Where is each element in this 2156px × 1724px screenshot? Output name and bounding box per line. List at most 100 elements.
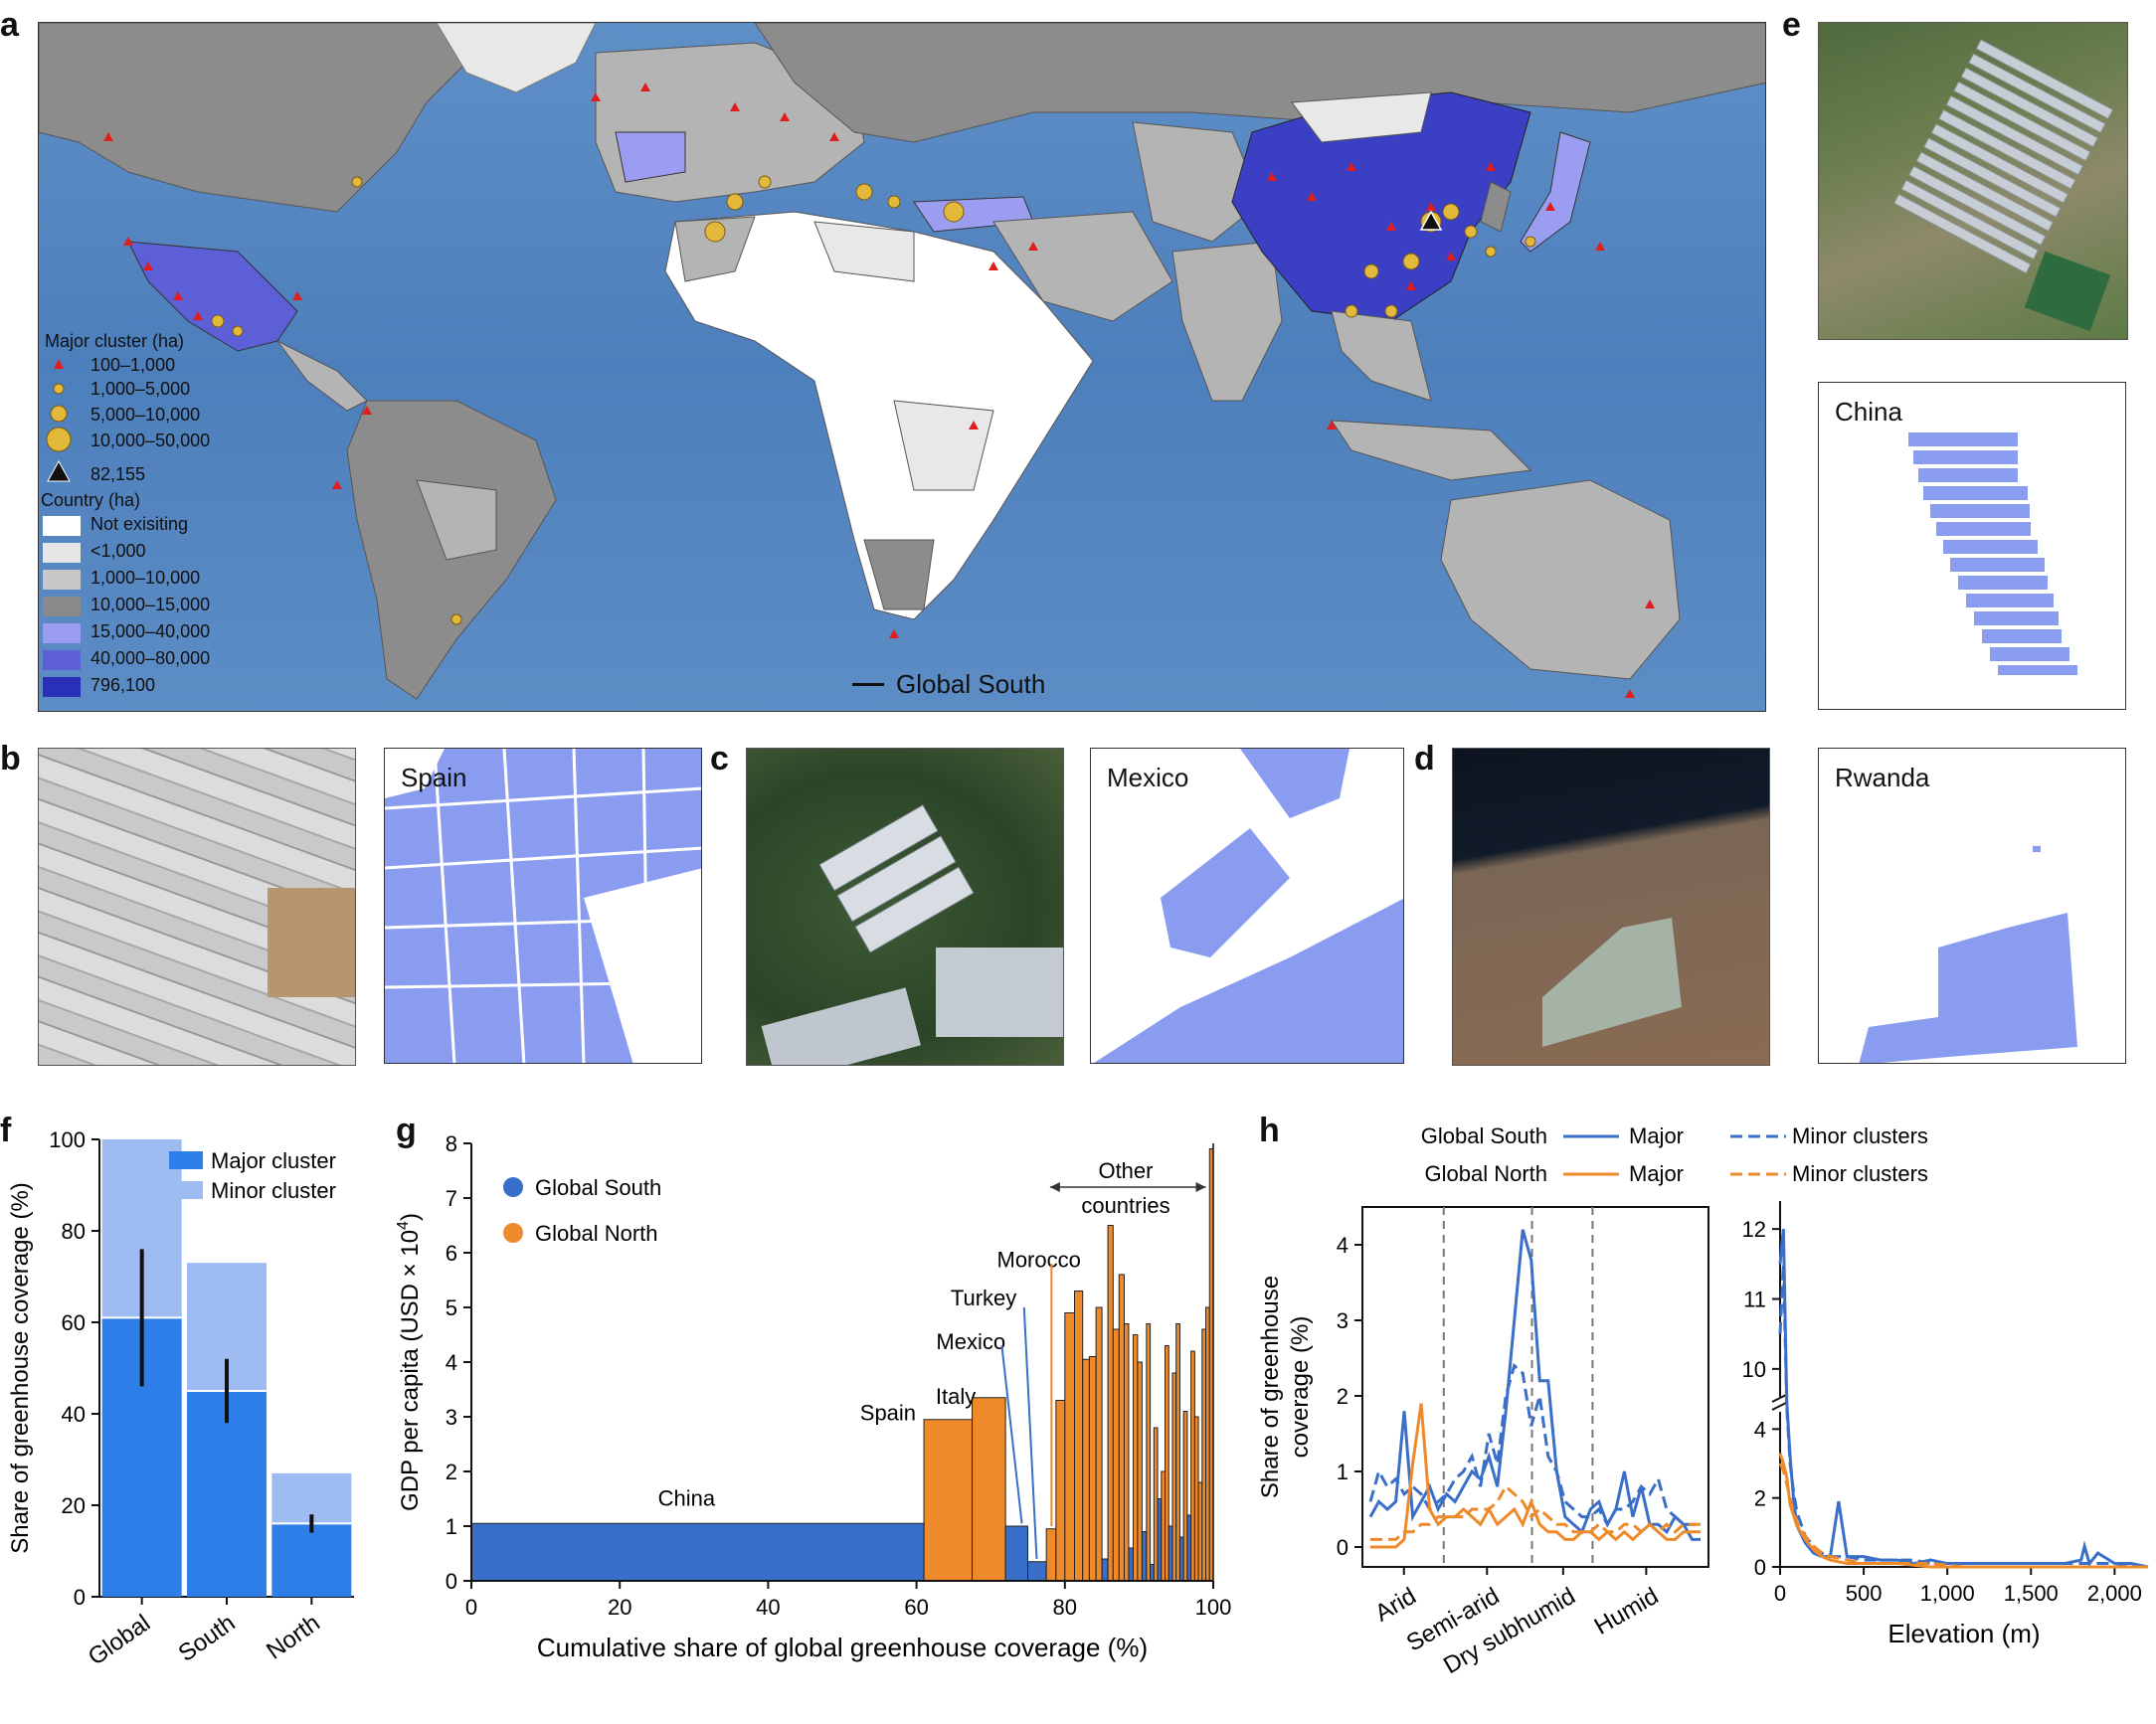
h-right-xtick-label: 1,000 [1920,1581,1975,1606]
legend-circle-medium-icon [49,404,69,429]
legend-black-triangle-icon [47,459,71,487]
g-annot-turkey: Turkey [951,1286,1016,1310]
f-bar-major [101,1317,182,1597]
g-legend-label: Global North [535,1221,658,1246]
mask-rwanda: Rwanda [1818,748,2126,1064]
mask-rwanda-title: Rwanda [1835,763,1930,792]
legend-major-2: 1,000–5,000 [90,379,191,399]
legend-triangle-icon [53,357,64,369]
satellite-rwanda [1452,748,1770,1066]
country-legend-label: <1,000 [90,541,146,561]
g-bar [1205,1306,1210,1582]
g-bar [1118,1274,1125,1582]
panel-letter-d: d [1414,740,1435,777]
satellite-china [1818,22,2128,340]
g-bar-italy [972,1397,1006,1582]
h-right-ytick-label: 10 [1742,1357,1766,1382]
g-bar [1161,1470,1167,1582]
h-left-ytick-label: 4 [1337,1233,1348,1258]
g-annot-mexico: Mexico [936,1329,1005,1354]
panel-letter-c: c [710,740,729,777]
h-right-xtick-label: 500 [1846,1581,1883,1606]
legend-circle-small-icon [52,382,66,401]
g-bar [1193,1416,1199,1582]
g-bar [1165,1345,1169,1582]
g-ytick-label: 1 [446,1514,457,1539]
g-legend-label: Global South [535,1175,661,1200]
legend-circle-large-icon [45,426,73,458]
g-bar [1055,1400,1066,1582]
f-ytick-label: 20 [62,1493,86,1518]
g-bar [1186,1514,1192,1582]
mask-spain-title: Spain [401,763,467,792]
h-legend-north-minor: Minor clusters [1792,1161,1928,1186]
g-bar [1045,1528,1057,1582]
g-legend-marker [503,1223,523,1243]
panel-letter-g: g [396,1112,417,1149]
h-legend-south-minor: Minor clusters [1792,1123,1928,1148]
g-ytick-label: 3 [446,1405,457,1430]
f-ytick-label: 0 [74,1585,86,1610]
h-left-series [1370,1483,1701,1541]
global-south-line-icon [852,683,884,686]
g-ylabel-sup: 4 [395,1221,412,1230]
g-bar [1137,1361,1143,1582]
g-ytick-label: 5 [446,1295,457,1320]
h-left-series [1368,1229,1701,1541]
h-left-ytick-label: 3 [1337,1308,1348,1333]
f-legend-label: Major cluster [211,1148,336,1173]
h-right-series [1778,1229,2149,1569]
g-ytick-label: 7 [446,1186,457,1211]
satellite-spain [38,748,356,1066]
h-legend-row-north: Global North [1424,1161,1547,1186]
g-bar [1082,1358,1090,1582]
h-left-ylabel-line2: coverage (%) [1287,1316,1314,1459]
h-right-break-mark [1771,1401,1789,1411]
g-bar [1197,1481,1203,1582]
g-bar [1112,1328,1120,1582]
legend-major-4: 10,000–50,000 [90,431,211,450]
h-right-ytick-label: 4 [1754,1417,1766,1442]
f-xtick-label: North [262,1610,325,1665]
g-annot-china: China [658,1485,716,1510]
g-bar [1190,1350,1195,1582]
h-left-series [1368,1362,1701,1528]
g-bar [1182,1411,1188,1582]
g-annot-other: Other [1098,1158,1153,1183]
h-legend-north-major: Major [1629,1161,1684,1186]
f-ytick-label: 100 [49,1127,86,1152]
h-left-frame [1361,1206,1709,1568]
g-bar [1064,1312,1075,1582]
g-leader-mexico [1000,1345,1023,1524]
chart-f: 0 20 40 60 80 100 Global South North Share of gre… [7,1127,354,1671]
g-bar [1208,1148,1214,1582]
g-leader-turkey [1022,1306,1038,1560]
panel-letter-f: f [0,1112,12,1149]
g-bar [1107,1225,1114,1582]
country-legend-swatch [43,677,81,697]
country-legend-label: 1,000–10,000 [90,568,201,588]
h-left-xtick-label: Arid [1370,1583,1420,1628]
mask-mexico: Mexico [1090,748,1404,1064]
country-legend-swatch [43,623,81,643]
cluster-markers [103,83,1655,698]
country-legend-swatch [43,516,81,536]
f-bar-minor [187,1263,267,1391]
satellite-spain-town [268,888,355,997]
f-bar-minor [271,1472,352,1524]
f-legend-swatch [169,1151,203,1169]
g-bar [1128,1547,1134,1582]
h-left-ytick-label: 2 [1337,1384,1348,1409]
legend-major-1: 100–1,000 [90,355,176,375]
g-xtick-label: 80 [1053,1595,1077,1620]
g-bar [1073,1291,1084,1582]
legend-country-title: Country (ha) [41,490,141,510]
g-bar [1088,1356,1097,1582]
g-bar [1141,1531,1148,1582]
major-markers [211,175,1536,625]
g-bar [1095,1306,1103,1582]
h-right-xlabel: Elevation (m) [1887,1619,2040,1648]
f-ytick-label: 60 [62,1310,86,1335]
h-left-ylabel-line1: Share of greenhouse [1257,1276,1284,1498]
